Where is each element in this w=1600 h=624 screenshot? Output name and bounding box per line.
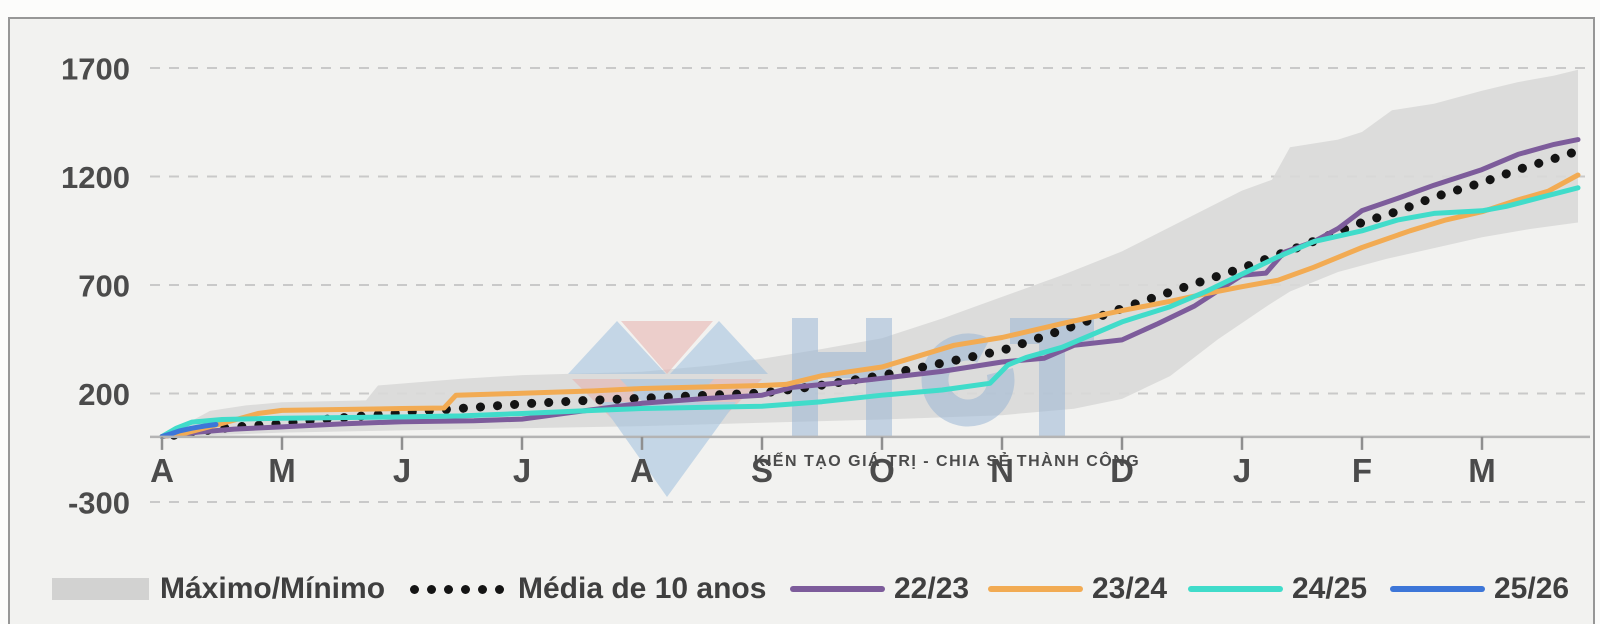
legend-label: 25/26: [1494, 572, 1570, 605]
legend-item-24-25[interactable]: 24/25: [1188, 570, 1367, 608]
series-25-26: [159, 422, 219, 439]
legend-label: 24/25: [1292, 572, 1368, 605]
x-axis: [150, 435, 1590, 450]
month-label-11: F: [1352, 452, 1372, 489]
month-label-7: O: [869, 452, 895, 489]
legend-item-23-24[interactable]: 23/24: [988, 570, 1167, 608]
legend-line-swatch: [1188, 586, 1283, 592]
y-tick-label: -300: [68, 486, 130, 521]
data-series: [159, 137, 1583, 440]
legend-line-swatch: [790, 586, 885, 592]
legend-dotted-swatch: [410, 584, 504, 594]
month-label-2: M: [268, 452, 296, 489]
month-label-8: N: [990, 452, 1014, 489]
month-label-9: D: [1110, 452, 1134, 489]
legend-item-25-26[interactable]: 25/26: [1390, 570, 1569, 608]
month-label-10: J: [1233, 452, 1251, 489]
month-label-6: S: [751, 452, 773, 489]
legend-item-m-ximo-m-nimo[interactable]: Máximo/Mínimo: [52, 570, 385, 608]
month-label-12: M: [1468, 452, 1496, 489]
legend-item-22-23[interactable]: 22/23: [790, 570, 969, 608]
legend-label: Máximo/Mínimo: [160, 572, 386, 605]
chart-legend: Máximo/Mínimo Média de 10 anos 22/23 23/24 2…: [0, 570, 1600, 608]
legend-line-swatch: [1390, 586, 1485, 592]
axis-labels: 1700 1200 700 200 -300 A M J J A S O N D J F M: [61, 52, 1496, 521]
legend-item-m-dia-de-10-anos[interactable]: Média de 10 anos: [410, 570, 766, 608]
series-23-24: [159, 172, 1581, 439]
legend-label: Média de 10 anos: [518, 572, 767, 605]
y-tick-label: 1200: [61, 160, 130, 195]
month-label-5: A: [630, 452, 654, 489]
legend-band-swatch: [52, 578, 149, 600]
y-tick-label: 200: [78, 377, 130, 412]
month-label-3: J: [393, 452, 411, 489]
month-label-1: A: [150, 452, 174, 489]
series-24-25: [159, 185, 1581, 439]
watermark-tagline: KIẾN TẠO GIÁ TRỊ - CHIA SẺ THÀNH CÔNG: [754, 451, 1140, 470]
legend-line-swatch: [988, 586, 1083, 592]
legend-label: 22/23: [894, 572, 970, 605]
month-label-4: J: [513, 452, 531, 489]
y-tick-label: 700: [78, 269, 130, 304]
legend-label: 23/24: [1092, 572, 1168, 605]
y-tick-label: 1700: [61, 52, 130, 87]
